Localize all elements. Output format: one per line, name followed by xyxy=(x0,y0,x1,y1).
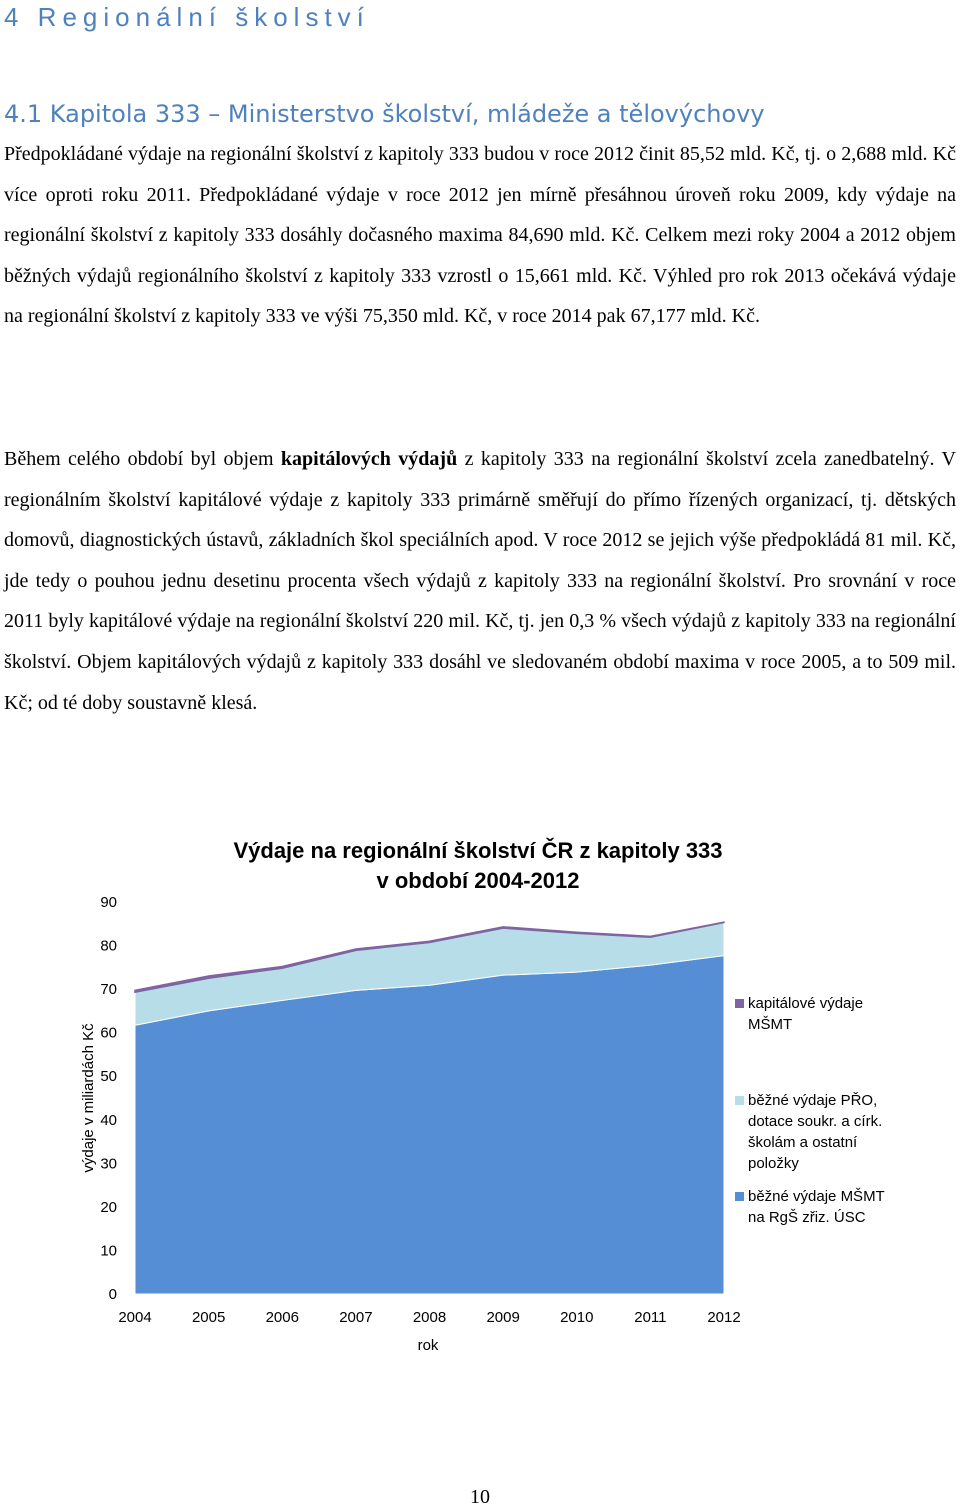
y-tick-label: 60 xyxy=(100,1025,117,1042)
subheading: 4.1 Kapitola 333 – Ministerstvo školství… xyxy=(4,100,765,128)
legend-label: běžné výdaje MŠMT na RgŠ zřiz. ÚSC xyxy=(748,1188,885,1226)
y-tick-label: 0 xyxy=(109,1286,117,1303)
area xyxy=(134,921,725,994)
legend-label: běžné výdaje PŘO, dotace soukr. a círk. … xyxy=(748,1092,883,1172)
x-tick-label: 2004 xyxy=(118,1309,151,1326)
x-tick-label: 2010 xyxy=(560,1309,593,1326)
x-tick-label: 2012 xyxy=(707,1309,740,1326)
x-tick-label: 2006 xyxy=(266,1309,299,1326)
paragraph: Během celého období byl objem kapitálový… xyxy=(4,439,956,723)
legend-swatch xyxy=(735,1192,744,1201)
legend-swatch xyxy=(735,999,744,1008)
x-tick-label: 2007 xyxy=(339,1309,372,1326)
y-axis-label: výdaje v miliardách Kč xyxy=(80,1023,97,1173)
paragraph: Předpokládané výdaje na regionální škols… xyxy=(4,143,956,328)
y-tick-label: 90 xyxy=(100,894,117,911)
y-tick-label: 10 xyxy=(100,1242,117,1259)
text: Během celého období byl objem xyxy=(4,448,281,470)
page-number: 10 xyxy=(470,1486,490,1508)
y-tick-label: 50 xyxy=(100,1068,117,1085)
bold-text: kapitálových výdajů xyxy=(280,448,458,470)
y-tick-label: 70 xyxy=(100,981,117,998)
x-axis-label: rok xyxy=(418,1337,439,1354)
y-tick-label: 20 xyxy=(100,1199,117,1216)
x-tick-label: 2011 xyxy=(634,1309,666,1326)
chart-title: Výdaje na regionální školství ČR z kapit… xyxy=(233,838,722,893)
y-tick-label: 30 xyxy=(100,1155,117,1172)
y-tick-label: 40 xyxy=(100,1112,117,1129)
x-tick-label: 2009 xyxy=(486,1309,519,1326)
y-tick-label: 80 xyxy=(100,938,117,955)
legend-label: kapitálové výdaje MŠMT xyxy=(748,995,864,1033)
text: z kapitoly 333 na regionální školství zc… xyxy=(4,448,956,714)
x-tick-label: 2005 xyxy=(192,1309,225,1326)
legend-swatch xyxy=(735,1096,744,1105)
x-tick-label: 2008 xyxy=(413,1309,446,1326)
heading: 4 Regionální školství xyxy=(4,2,370,32)
